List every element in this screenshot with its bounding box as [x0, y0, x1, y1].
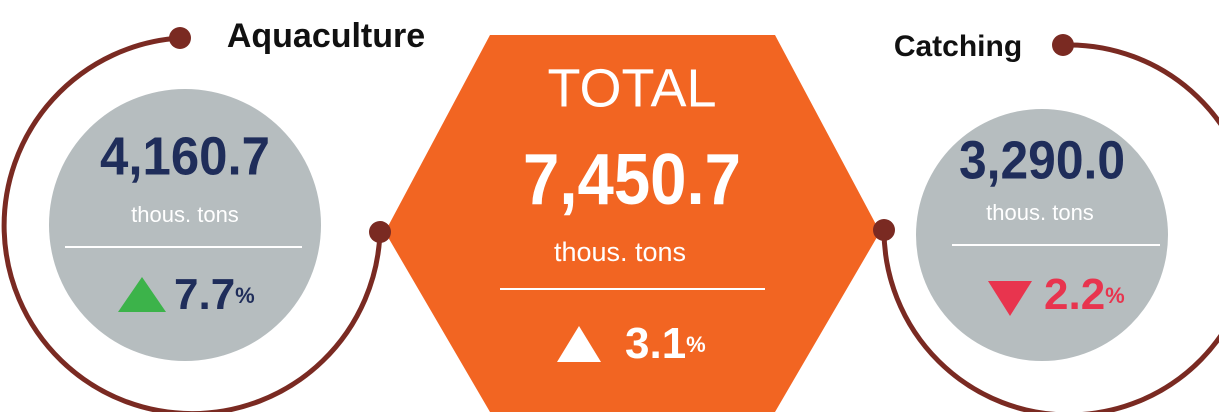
unit: thous. tons	[554, 237, 686, 267]
change-unit: %	[686, 332, 706, 357]
change: 3.1%	[625, 319, 706, 368]
total-panel: TOTAL 7,450.7 thous. tons 3.1%	[369, 35, 895, 412]
change: 7.7%	[174, 270, 255, 319]
up-arrow	[557, 326, 601, 362]
circle	[916, 109, 1168, 361]
unit: thous. tons	[986, 200, 1094, 225]
title: TOTAL	[547, 58, 716, 118]
change-unit: %	[1105, 283, 1125, 308]
unit: thous. tons	[131, 202, 239, 227]
dot	[369, 221, 391, 243]
change: 2.2%	[1044, 270, 1125, 319]
value: 3,290.0	[959, 130, 1125, 190]
change-value: 2.2	[1044, 270, 1105, 319]
dot	[1052, 34, 1074, 56]
hexagon	[385, 35, 880, 412]
value: 7,450.7	[523, 140, 741, 220]
value: 4,160.7	[100, 126, 270, 186]
title: Aquaculture	[227, 17, 425, 55]
change-value: 7.7	[174, 270, 235, 319]
catching-panel: Catching 3,290.0 thous. tons 2.2%	[881, 30, 1219, 412]
change-value: 3.1	[625, 319, 686, 368]
change-unit: %	[235, 283, 255, 308]
title: Catching	[894, 30, 1022, 63]
aquaculture-panel: Aquaculture 4,160.7 thous. tons 7.7%	[1, 17, 425, 412]
arc	[1, 35, 383, 412]
dot	[169, 27, 191, 49]
circle	[49, 89, 321, 361]
up-arrow	[118, 277, 166, 312]
down-arrow	[988, 281, 1032, 316]
arc	[881, 42, 1219, 412]
